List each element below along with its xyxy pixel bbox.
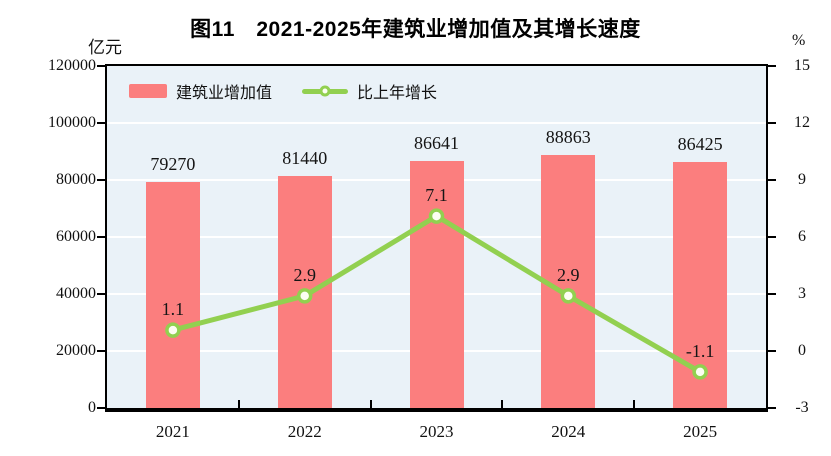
y-axis-label-left: 100000: [48, 114, 96, 131]
y-axis-tick-right: [768, 65, 776, 67]
growth-marker: [296, 288, 313, 304]
y-axis-tick-right: [768, 293, 776, 295]
legend-line-label: 比上年增长: [357, 85, 438, 102]
bar-value-label: 81440: [282, 147, 328, 168]
x-axis-tick: [633, 400, 636, 408]
growth-marker: [428, 208, 445, 224]
legend-bar-label: 建筑业增加值: [176, 85, 273, 102]
growth-marker: [692, 364, 708, 380]
x-axis-label: 2024: [551, 422, 586, 441]
y-axis-tick-left: [97, 350, 105, 352]
legend: 建筑业增加值 比上年增长: [129, 80, 437, 102]
grid-line: [107, 122, 766, 124]
bar-value-label: 79270: [150, 154, 196, 175]
y-axis-tick-left: [97, 179, 105, 181]
growth-marker: [560, 288, 577, 304]
legend-line-dot-icon: [319, 85, 331, 97]
x-axis-tick: [501, 400, 504, 408]
x-axis-label: 2021: [155, 422, 190, 441]
bar-value-label: 88863: [545, 126, 591, 147]
y-axis-label-right: 3: [798, 285, 806, 302]
plot-area: 建筑业增加值 比上年增长 79270 81440 86641 88863 86425 1.…: [105, 64, 768, 412]
y-axis-tick-left: [97, 293, 105, 295]
x-axis-label: 2023: [419, 422, 454, 441]
y-axis-tick-left: [97, 407, 105, 409]
x-axis-label: 2025: [683, 422, 718, 441]
bar: [409, 161, 464, 408]
growth-value-label: 1.1: [161, 299, 185, 320]
growth-line: [170, 213, 703, 375]
y-axis-label-left: 40000: [56, 285, 96, 302]
growth-value-label: 2.9: [293, 264, 316, 285]
legend-line-marker-icon: [302, 85, 349, 97]
y-axis-label-right: 15: [794, 57, 810, 74]
bar: [541, 154, 596, 408]
right-axis-unit: %: [792, 32, 806, 49]
chart-title: 图11 2021-2025年建筑业增加值及其增长速度: [190, 18, 641, 41]
left-axis-unit: 亿元: [88, 38, 122, 57]
bar-value-label: 86641: [414, 133, 459, 154]
y-axis-label-right: -3: [795, 399, 809, 416]
y-axis-label-left: 60000: [56, 228, 96, 245]
y-axis-tick-right: [768, 350, 776, 352]
y-axis-tick-left: [97, 65, 105, 67]
y-axis-label-right: 0: [798, 342, 806, 359]
y-axis-tick-right: [768, 236, 776, 238]
growth-value-label: 7.1: [425, 185, 448, 206]
y-axis-label-left: 20000: [56, 342, 96, 359]
y-axis-label-right: 12: [794, 114, 810, 131]
growth-value-label: -1.1: [685, 340, 715, 361]
y-axis-label-right: 6: [798, 228, 806, 245]
bar-value-label: 86425: [677, 133, 723, 154]
y-axis-tick-right: [768, 179, 776, 181]
bar: [145, 182, 200, 408]
growth-value-label: 2.9: [557, 264, 580, 285]
growth-line-svg: [165, 208, 708, 380]
y-axis-label-left: 120000: [48, 57, 96, 74]
y-axis-tick-right: [768, 122, 776, 124]
y-axis-tick-left: [97, 236, 105, 238]
y-axis-label-left: 80000: [56, 171, 96, 188]
y-axis-tick-right: [768, 407, 776, 409]
x-axis-tick: [237, 400, 240, 408]
y-axis-tick-left: [97, 122, 105, 124]
y-axis-label-right: 9: [798, 171, 806, 188]
x-axis-label: 2022: [287, 422, 322, 441]
x-axis-tick: [369, 400, 372, 408]
legend-bar-swatch-icon: [129, 84, 167, 98]
y-axis-label-left: 0: [88, 399, 96, 416]
growth-marker: [165, 322, 181, 338]
